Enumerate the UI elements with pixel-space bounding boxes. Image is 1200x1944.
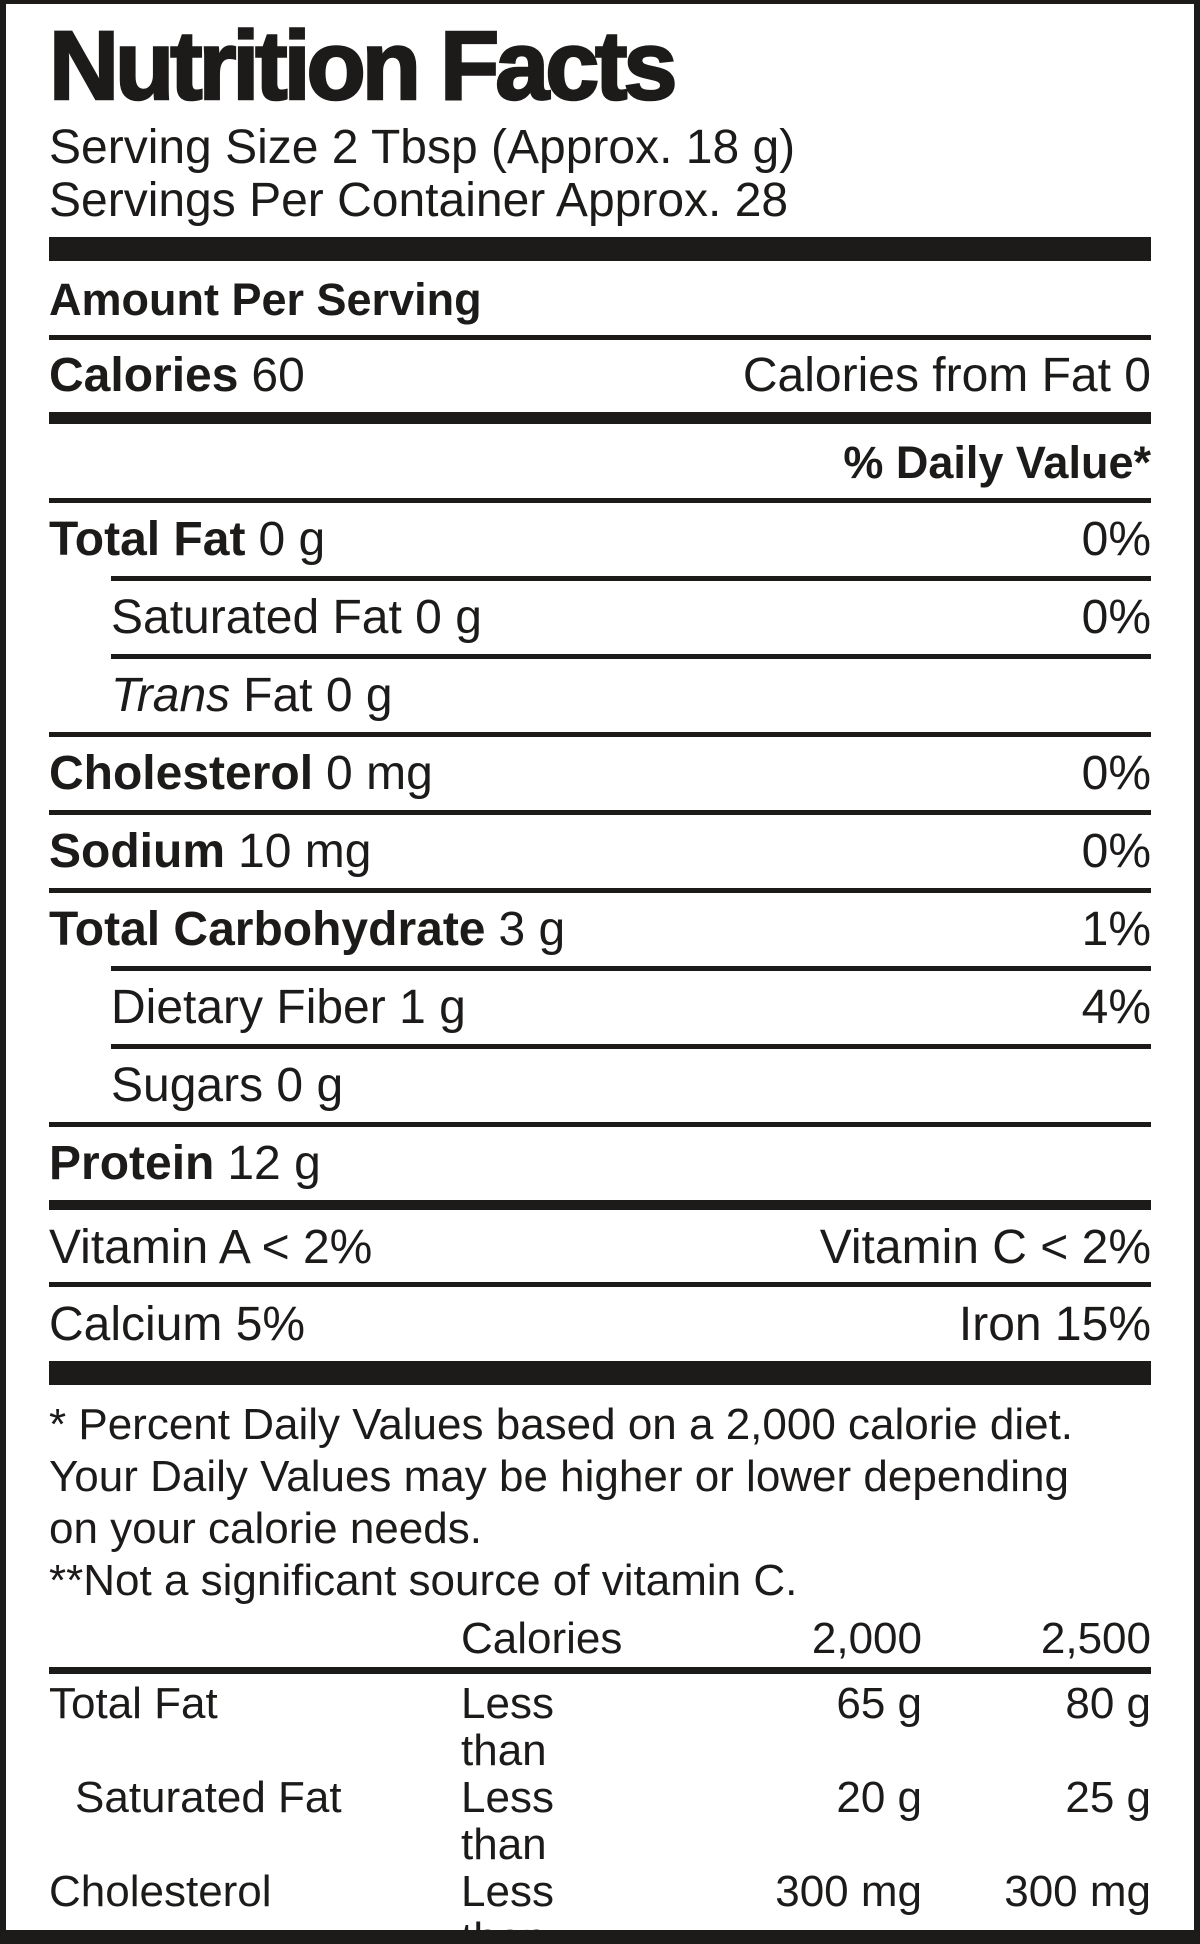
divider-thin bbox=[49, 887, 1151, 893]
divider-thin-indented bbox=[111, 575, 1151, 581]
divider-thin bbox=[49, 1281, 1151, 1287]
daily-value-percent: 0% bbox=[1081, 746, 1151, 800]
nutrient-name: Cholesterol 0 mg bbox=[49, 746, 433, 800]
nutrient-value: 3 g bbox=[498, 902, 566, 956]
daily-value-percent: 0% bbox=[1081, 512, 1151, 566]
table-nutrient: Saturated Fat bbox=[75, 1772, 342, 1822]
divider-thin-indented bbox=[111, 1043, 1151, 1049]
nutrient-row-total-carbohydrate: Total Carbohydrate 3 g 1% bbox=[49, 893, 1151, 966]
serving-size-line: Serving Size 2 Tbsp (Approx. 18 g) bbox=[49, 120, 796, 174]
calories-label: Calories bbox=[49, 348, 239, 402]
divider-medium bbox=[49, 1199, 1151, 1210]
footnote-line: Your Daily Values may be higher or lower… bbox=[49, 1451, 1069, 1501]
page-title: Nutrition Facts bbox=[48, 11, 679, 120]
vitamin-c: Vitamin C < 2% bbox=[819, 1220, 1151, 1274]
table-value-2000: 65 g bbox=[836, 1678, 922, 1728]
nutrient-name: Saturated Fat 0 g bbox=[111, 590, 482, 644]
daily-value-heading: % Daily Value* bbox=[843, 436, 1151, 488]
nutrient-label: Cholesterol bbox=[49, 746, 314, 800]
divider-thick-footnote bbox=[49, 1360, 1151, 1385]
nutrient-name: Protein 12 g bbox=[49, 1136, 321, 1190]
table-nutrient: Cholesterol bbox=[49, 1866, 272, 1916]
trans-italic: Trans bbox=[111, 668, 231, 722]
calories-value-group: Calories 60 bbox=[49, 348, 305, 402]
divider-thin-indented bbox=[111, 653, 1151, 659]
daily-value-percent: 0% bbox=[1081, 590, 1151, 644]
table-value-2000: 300 mg bbox=[775, 1866, 922, 1916]
vitamin-row: Vitamin A < 2% Vitamin C < 2% bbox=[49, 1210, 1151, 1282]
table-nutrient: Total Fat bbox=[49, 1678, 218, 1728]
nutrient-row-protein: Protein 12 g bbox=[49, 1127, 1151, 1200]
nutrient-row-total-fat: Total Fat 0 g 0% bbox=[49, 503, 1151, 576]
nutrient-value: 0 g bbox=[258, 512, 326, 566]
table-qualifier: Less than bbox=[461, 1866, 554, 1944]
servings-per-container-line: Servings Per Container Approx. 28 bbox=[49, 173, 789, 227]
nutrient-row-cholesterol: Cholesterol 0 mg 0% bbox=[49, 737, 1151, 810]
amount-per-serving-heading: Amount Per Serving bbox=[49, 273, 482, 325]
nutrient-label: Total Fat bbox=[49, 512, 246, 566]
calcium: Calcium 5% bbox=[49, 1297, 306, 1351]
nutrient-row-sodium: Sodium 10 mg 0% bbox=[49, 815, 1151, 888]
divider-thick-top bbox=[49, 236, 1151, 261]
footnote-line: on your calorie needs. bbox=[49, 1503, 482, 1553]
nutrient-value: 10 mg bbox=[238, 824, 372, 878]
nutrient-row-trans-fat: Trans Fat 0 g bbox=[49, 659, 1151, 732]
reference-table-header: Calories 2,000 2,500 bbox=[49, 1615, 1151, 1662]
header-2500: 2,500 bbox=[1040, 1613, 1151, 1663]
table-row: Total Fat Less than 65 g 80 g bbox=[49, 1680, 1151, 1774]
divider-thin-indented bbox=[111, 965, 1151, 971]
nutrient-value: Fat 0 g bbox=[243, 668, 393, 722]
nutrient-name: Sugars 0 g bbox=[111, 1058, 344, 1112]
table-header-rule bbox=[49, 1666, 1151, 1674]
nutrient-value: 12 g bbox=[227, 1136, 321, 1190]
nutrient-label: Protein bbox=[49, 1136, 215, 1190]
table-value-2500: 300 mg bbox=[1004, 1866, 1151, 1916]
reference-table: Calories 2,000 2,500 Total Fat Less than… bbox=[49, 1615, 1151, 1944]
header-2000: 2,000 bbox=[811, 1613, 922, 1663]
table-qualifier: Less than bbox=[461, 1678, 554, 1775]
mineral-row: Calcium 5% Iron 15% bbox=[49, 1287, 1151, 1361]
calories-row: Calories 60 Calories from Fat 0 bbox=[49, 340, 1151, 412]
daily-value-percent: 1% bbox=[1081, 902, 1151, 956]
nutrient-name: Total Fat 0 g bbox=[49, 512, 326, 566]
table-qualifier: Less than bbox=[461, 1772, 554, 1869]
header-calories: Calories bbox=[461, 1613, 623, 1663]
nutrient-row-sugars: Sugars 0 g bbox=[49, 1049, 1151, 1122]
footnote-line: * Percent Daily Values based on a 2,000 … bbox=[49, 1399, 1074, 1449]
iron: Iron 15% bbox=[958, 1297, 1151, 1351]
divider-medium bbox=[49, 411, 1151, 424]
nutrient-label: Total Carbohydrate bbox=[49, 902, 486, 956]
divider-thin bbox=[49, 731, 1151, 737]
table-value-2500: 80 g bbox=[1065, 1678, 1151, 1728]
daily-value-percent: 4% bbox=[1081, 980, 1151, 1034]
nutrient-row-dietary-fiber: Dietary Fiber 1 g 4% bbox=[49, 971, 1151, 1044]
divider-thin bbox=[49, 1121, 1151, 1127]
calories-value: 60 bbox=[251, 348, 305, 402]
calories-from-fat: Calories from Fat 0 bbox=[742, 348, 1151, 402]
vitamin-a: Vitamin A < 2% bbox=[49, 1220, 373, 1274]
nutrient-value: 0 mg bbox=[326, 746, 433, 800]
table-value-2000: 20 g bbox=[836, 1772, 922, 1822]
divider-thin bbox=[49, 497, 1151, 503]
table-row: Saturated Fat Less than 20 g 25 g bbox=[49, 1774, 1151, 1868]
nutrient-label: Sodium bbox=[49, 824, 225, 878]
nutrient-name: Trans Fat 0 g bbox=[49, 668, 393, 722]
table-value-2500: 25 g bbox=[1065, 1772, 1151, 1822]
divider-thin bbox=[49, 809, 1151, 815]
nutrient-name: Sodium 10 mg bbox=[49, 824, 372, 878]
nutrient-row-saturated-fat: Saturated Fat 0 g 0% bbox=[49, 581, 1151, 654]
nutrient-name: Total Carbohydrate 3 g bbox=[49, 902, 566, 956]
header-spacer bbox=[49, 1615, 441, 1662]
nutrient-name: Dietary Fiber 1 g bbox=[111, 980, 466, 1034]
divider-thin bbox=[49, 334, 1151, 340]
footnote-note: **Not a significant source of vitamin C. bbox=[49, 1555, 798, 1605]
daily-value-percent: 0% bbox=[1081, 824, 1151, 878]
table-row: Cholesterol Less than 300 mg 300 mg bbox=[49, 1866, 1151, 1944]
